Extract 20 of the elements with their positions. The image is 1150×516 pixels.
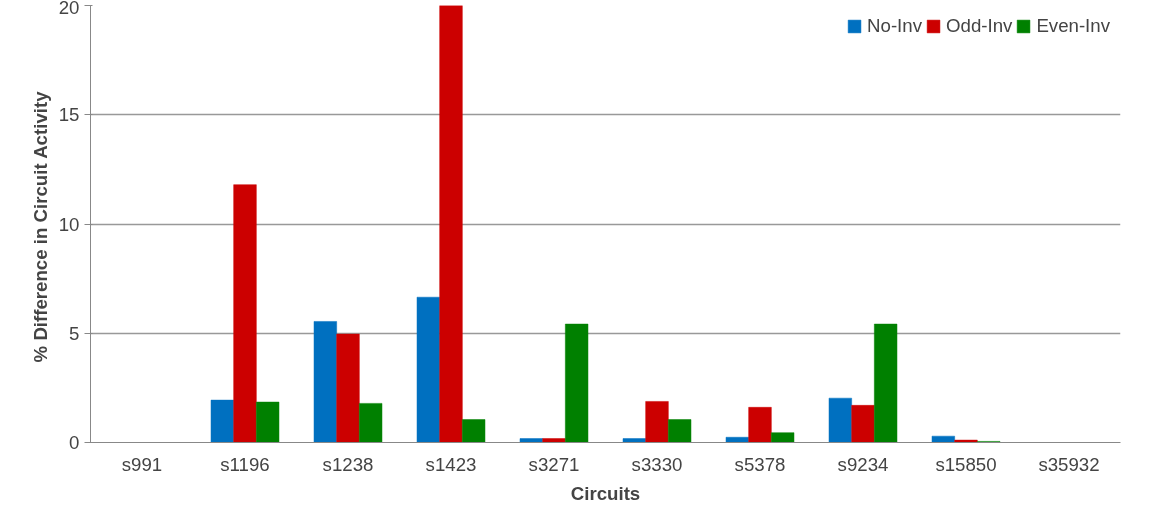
x-tick-label: s1423 [425, 453, 477, 475]
x-tick-label: s15850 [935, 453, 997, 475]
x-tick-label: s1196 [220, 453, 270, 475]
y-tick-label: 5 [69, 322, 80, 344]
legend-label: No-Inv [867, 15, 922, 37]
x-tick-label: s3271 [528, 453, 580, 475]
y-axis-title: % Difference in Circuit Activity [29, 90, 51, 363]
y-tick-label: 0 [69, 432, 80, 453]
y-tick-label: 20 [58, 0, 80, 18]
y-tick-label: 10 [58, 213, 80, 235]
x-tick-label: s9234 [837, 453, 889, 475]
x-tick-label: s35932 [1038, 453, 1100, 475]
x-axis-title: Circuits [570, 482, 641, 504]
x-tick-label: s991 [121, 453, 163, 475]
x-tick-label: s3330 [631, 453, 683, 475]
legend-label: Even-Inv [1036, 15, 1110, 37]
legend-label: Odd-Inv [946, 15, 1013, 37]
x-tick-label: s5378 [734, 453, 786, 475]
x-tick-label: s1238 [322, 453, 374, 475]
y-tick-label: 15 [58, 104, 80, 126]
